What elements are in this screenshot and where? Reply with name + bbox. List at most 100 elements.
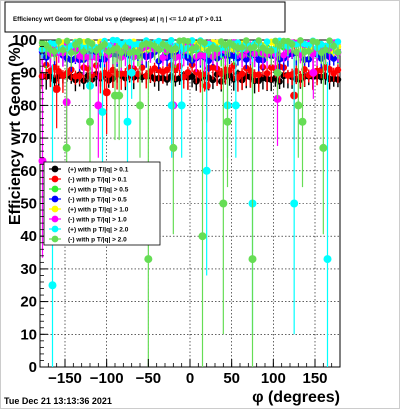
data-point <box>136 101 144 110</box>
data-point <box>326 37 333 44</box>
data-point <box>201 39 208 47</box>
series-group <box>38 37 342 367</box>
y-tick-label: 50 <box>20 196 37 213</box>
y-tick-label: 40 <box>20 228 37 245</box>
data-point <box>290 199 299 208</box>
data-point <box>94 101 103 110</box>
legend-marker <box>51 205 59 213</box>
data-point <box>169 143 178 152</box>
x-tick-label: 0 <box>186 370 194 387</box>
data-point <box>319 143 328 152</box>
data-points <box>38 36 342 367</box>
legend-box <box>43 161 161 246</box>
data-point <box>59 46 67 54</box>
data-point <box>62 143 71 152</box>
legend-label: (+) with p T/|q| > 0.5 <box>68 187 129 194</box>
x-tick-label: −150 <box>48 370 82 387</box>
y-tick-label: 80 <box>20 97 37 114</box>
data-point <box>88 40 96 48</box>
y-tick-label: 60 <box>20 163 37 180</box>
data-point <box>255 71 263 78</box>
data-point <box>323 255 332 264</box>
title-box <box>4 1 286 33</box>
x-tick-label: 50 <box>223 370 240 387</box>
y-tick-label: 70 <box>20 130 37 147</box>
legend-label: (+) with p T/|q| > 0.1 <box>68 167 129 174</box>
data-point <box>63 37 71 45</box>
legend-marker <box>51 235 59 243</box>
data-point <box>251 43 258 51</box>
x-tick-label: −50 <box>136 370 161 387</box>
data-point <box>255 37 263 44</box>
x-axis-label: φ (degrees) <box>252 389 340 406</box>
data-point <box>202 166 211 175</box>
y-tick-label: 0 <box>29 359 37 376</box>
data-point <box>144 255 153 264</box>
data-point <box>273 68 282 77</box>
data-point <box>309 68 318 77</box>
data-point <box>163 66 171 74</box>
data-point <box>219 199 228 208</box>
data-point <box>305 41 313 49</box>
legend-label: (-) with p T/|q| > 0.5 <box>68 197 127 204</box>
data-point <box>86 117 94 126</box>
chart-title: Efficiency wrt Geom for Global vs φ (deg… <box>13 16 222 23</box>
data-point <box>263 70 271 77</box>
legend-label: (-) with p T/|q| > 1.0 <box>68 217 127 224</box>
data-point <box>223 117 232 126</box>
data-point <box>51 48 58 55</box>
data-point <box>159 54 167 62</box>
x-tick-label: 150 <box>302 370 327 387</box>
legend-marker <box>51 185 59 193</box>
data-point <box>76 72 83 80</box>
y-tick-label: 10 <box>20 326 37 343</box>
data-point <box>115 91 124 100</box>
data-point <box>213 45 221 53</box>
data-point <box>127 68 136 77</box>
data-point <box>98 107 107 116</box>
data-point <box>123 117 132 126</box>
y-tick-label: 100 <box>12 32 37 49</box>
legend-marker <box>51 195 59 203</box>
data-point <box>42 42 50 49</box>
data-point <box>67 49 75 56</box>
data-point <box>192 43 200 51</box>
data-point <box>294 101 303 110</box>
data-point <box>177 101 186 110</box>
data-point <box>184 38 192 45</box>
axes: −150 −100 −50 0 50 100 150 0 10 20 30 40 50 60 70 80 90 1… <box>12 32 341 387</box>
data-point <box>172 45 179 52</box>
legend: (+) with p T/|q| > 0.1 (-) with p T/|q| >… <box>43 161 161 246</box>
data-point <box>242 56 250 63</box>
data-point <box>167 101 176 110</box>
legend-label: (+) with p T/|q| > 2.0 <box>68 227 129 234</box>
data-point <box>76 37 83 45</box>
data-point <box>267 47 275 55</box>
x-tick-label: −100 <box>90 370 124 387</box>
data-point <box>55 37 63 45</box>
data-point <box>330 55 338 62</box>
data-point <box>242 37 250 44</box>
timestamp-footer: Tue Dec 21 13:13:36 2021 <box>4 396 112 406</box>
data-point <box>305 47 313 55</box>
y-tick-label: 30 <box>20 261 37 278</box>
data-point <box>52 85 61 94</box>
data-point <box>80 48 88 55</box>
data-point <box>122 44 129 51</box>
data-point <box>198 232 207 241</box>
data-point <box>298 117 307 126</box>
x-tick-label: 100 <box>261 370 286 387</box>
data-point <box>248 255 257 264</box>
data-point <box>231 101 240 110</box>
data-point <box>280 51 288 59</box>
data-point <box>272 37 279 45</box>
data-point <box>288 40 296 48</box>
y-tick-label: 90 <box>20 65 37 82</box>
data-point <box>334 38 342 46</box>
data-point <box>334 49 342 56</box>
data-point <box>101 41 108 48</box>
y-tick-label: 20 <box>20 294 37 311</box>
data-point <box>188 73 196 81</box>
data-point <box>330 42 338 50</box>
